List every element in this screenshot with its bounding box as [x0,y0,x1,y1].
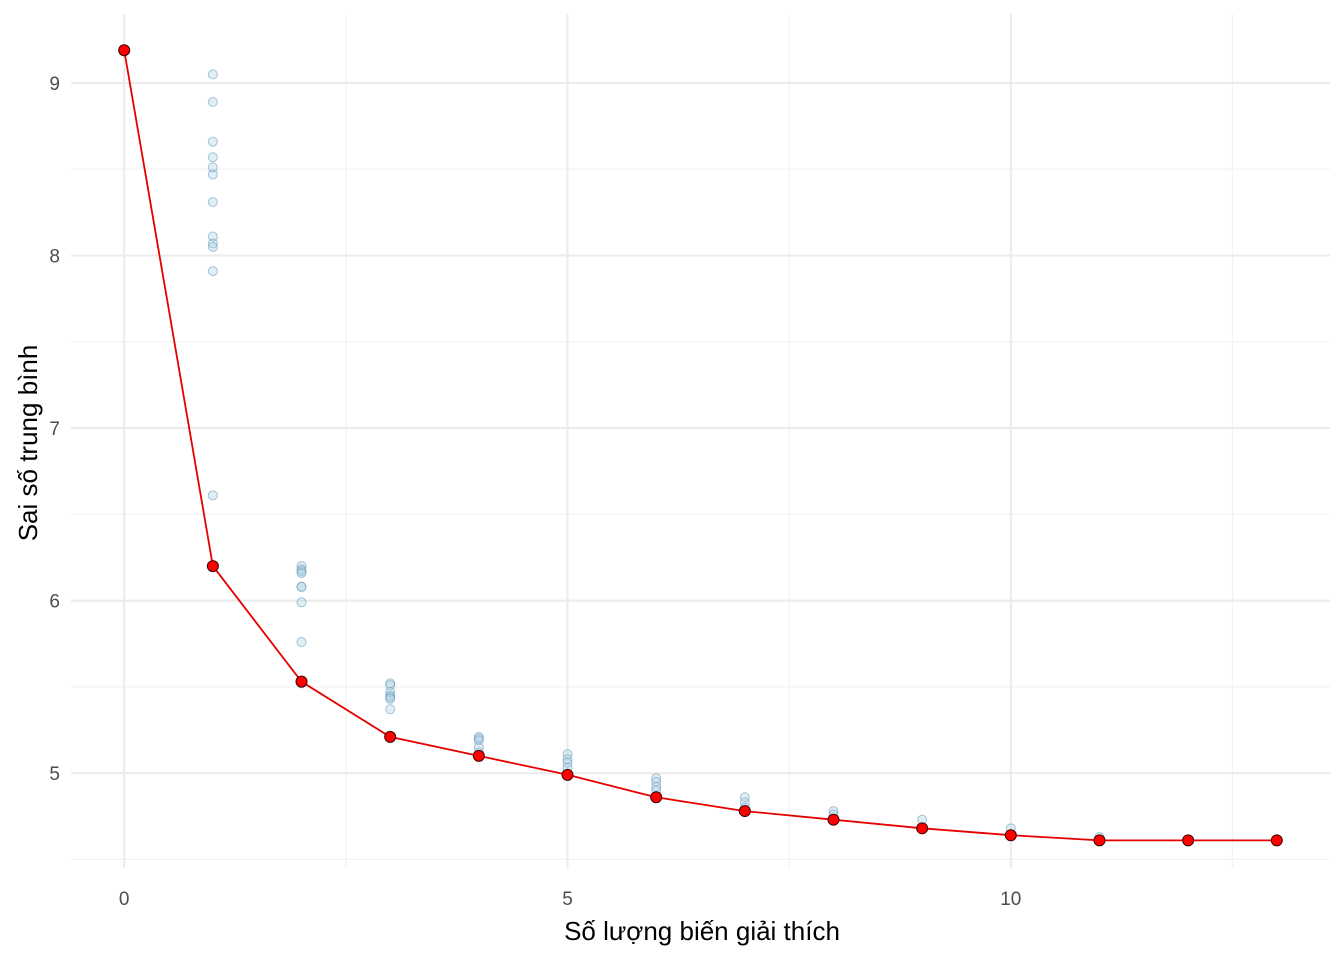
candidate-point [296,567,307,578]
candidate-point [207,136,218,147]
gridlines [71,14,1330,868]
candidate-point [296,636,307,647]
best-model-point [916,822,929,835]
best-model-point [206,560,219,573]
best-model-line-group [123,50,1277,842]
best-model-points [118,44,1283,847]
x-axis-title: Số lượng biến giải thích [564,916,840,946]
candidate-point [473,735,484,746]
best-model-point [738,805,751,818]
y-tick-label: 5 [49,764,60,785]
y-tick-label: 9 [49,74,60,95]
best-model-point [118,44,131,57]
candidate-point [207,238,218,249]
x-tick-labels: 0 5 10 [119,889,1021,910]
candidate-point [207,231,218,242]
candidate-point [385,687,396,698]
y-axis-title: Sai số trung bình [13,345,43,542]
candidate-point [296,561,307,572]
best-model-point [827,813,840,826]
x-tick-label: 5 [562,889,573,910]
candidate-point [207,197,218,208]
candidate-point [207,96,218,107]
candidate-point [207,69,218,80]
candidate-point [385,693,396,704]
candidate-point [207,266,218,277]
y-tick-labels: 5 6 7 8 9 [49,74,60,785]
x-tick-label: 0 [119,889,130,910]
candidate-point [385,704,396,715]
candidate-point [739,792,750,803]
best-model-point [650,791,663,804]
best-model-point [1004,829,1017,842]
candidate-point [207,490,218,501]
candidate-point [385,680,396,691]
candidate-point [207,152,218,163]
y-tick-label: 6 [49,592,60,613]
best-model-point [1270,834,1283,847]
best-model-point [561,768,574,781]
best-model-point [1093,834,1106,847]
best-model-point [384,730,397,743]
best-model-point [295,675,308,688]
candidate-point [207,241,218,252]
candidate-point [296,581,307,592]
y-tick-label: 7 [49,419,60,440]
candidate-point [207,169,218,180]
candidate-point [562,757,573,768]
candidate-points [119,45,1282,846]
candidate-point [296,597,307,608]
x-tick-label: 10 [1000,889,1021,910]
best-model-line [123,50,1277,842]
y-tick-label: 8 [49,247,60,268]
candidate-point [207,162,218,173]
best-model-point [1182,834,1195,847]
best-model-point [472,749,485,762]
